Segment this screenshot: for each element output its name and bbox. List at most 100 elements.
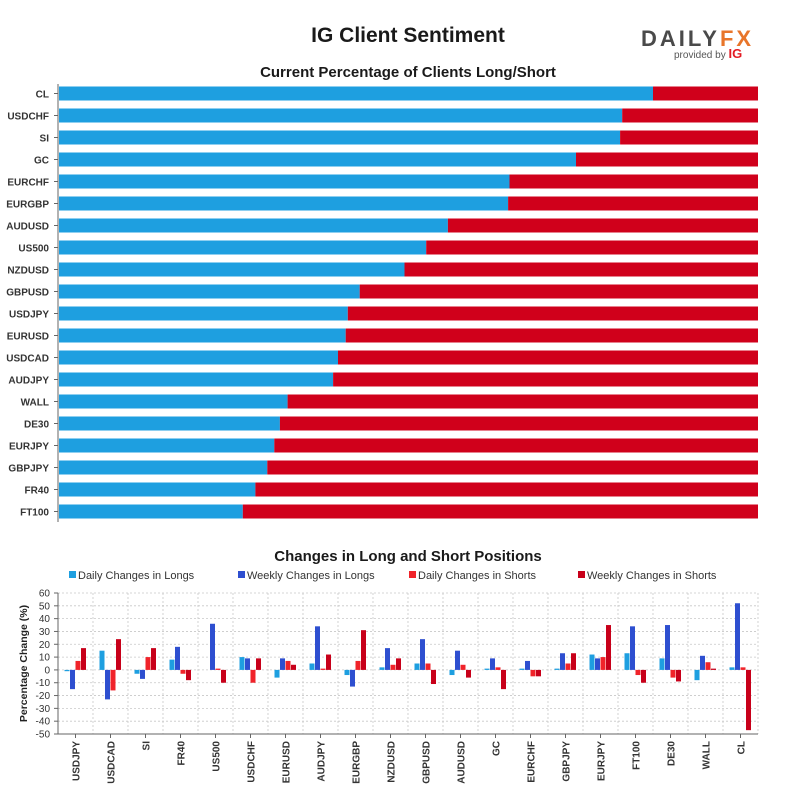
sentiment-long-bar <box>59 284 360 299</box>
change-bar <box>746 669 751 731</box>
y-tick-label: 30 <box>39 627 51 638</box>
y-tick-label: 40 <box>39 614 51 625</box>
sentiment-short-bar <box>622 108 758 123</box>
change-bar <box>460 664 466 670</box>
sentiment-short-bar <box>508 196 758 211</box>
change-bar <box>525 660 530 670</box>
change-bar <box>151 648 156 670</box>
sentiment-long-bar <box>59 416 280 431</box>
y-tick-label: 60 <box>39 589 51 600</box>
sentiment-category-label: GC <box>34 156 49 167</box>
change-bar <box>495 667 501 670</box>
change-bar <box>140 669 145 679</box>
change-bar <box>676 669 681 682</box>
x-category-label: SI <box>142 741 153 751</box>
change-bar <box>355 660 361 670</box>
sentiment-long-bar <box>59 460 268 475</box>
sentiment-category-label: GBPUSD <box>6 288 49 299</box>
change-bar <box>449 669 455 676</box>
change-bar <box>169 659 175 670</box>
sentiment-long-bar <box>59 350 338 365</box>
change-bar <box>466 669 471 678</box>
x-category-label: DE30 <box>667 741 678 766</box>
change-bar <box>280 658 285 670</box>
dailyfx-logo: DAILYFX provided by IG <box>641 26 755 61</box>
change-bar <box>554 668 560 670</box>
x-category-label: EURCHF <box>527 741 538 783</box>
change-bar <box>326 654 331 670</box>
x-category-label: FR40 <box>177 741 188 766</box>
sentiment-short-bar <box>426 240 758 255</box>
change-bar <box>630 626 635 670</box>
x-category-label: CL <box>737 741 748 754</box>
sentiment-short-bar <box>620 130 758 145</box>
change-bar <box>694 669 700 681</box>
change-bar <box>635 669 641 676</box>
sentiment-category-label: USDCAD <box>6 354 49 365</box>
x-category-label: USDJPY <box>72 741 83 781</box>
sentiment-short-bar <box>338 350 758 365</box>
change-bar <box>711 668 716 670</box>
sentiment-short-bar <box>242 504 759 519</box>
sentiment-long-bar <box>59 504 243 519</box>
sentiment-long-bar <box>59 394 288 409</box>
sentiment-category-label: FT100 <box>20 508 49 519</box>
sentiment-short-bar <box>347 306 758 321</box>
change-bar <box>740 667 746 670</box>
change-bar <box>641 669 646 683</box>
sentiment-long-bar <box>59 328 346 343</box>
sentiment-category-label: USDJPY <box>9 310 49 321</box>
y-tick-label: 10 <box>39 653 51 664</box>
y-tick-label: 20 <box>39 640 51 651</box>
change-bar <box>414 663 420 670</box>
change-bar <box>530 669 536 677</box>
change-bar <box>344 669 350 676</box>
change-bar <box>379 667 385 670</box>
y-tick-label: -10 <box>36 678 51 689</box>
change-bar <box>420 639 425 670</box>
change-bar <box>595 658 600 670</box>
change-bar <box>250 669 256 683</box>
change-bar <box>315 626 320 670</box>
change-bar <box>519 668 525 670</box>
x-category-label: GBPJPY <box>562 741 573 782</box>
change-bar <box>274 669 280 678</box>
changes-chart-title: Changes in Long and Short Positions <box>274 548 542 565</box>
legend-swatch <box>409 571 416 578</box>
change-bar <box>659 658 665 670</box>
change-bar <box>729 667 735 670</box>
sentiment-category-label: EURGBP <box>6 200 49 211</box>
y-tick-label: -40 <box>36 717 51 728</box>
sentiment-short-bar <box>653 86 758 101</box>
sentiment-short-bar <box>345 328 758 343</box>
change-bar <box>245 658 250 670</box>
y-tick-label: -50 <box>36 730 51 741</box>
change-bar <box>70 669 75 690</box>
sentiment-short-bar <box>576 152 758 167</box>
change-bar <box>735 603 740 670</box>
change-bar <box>350 669 355 687</box>
page-title: IG Client Sentiment <box>311 24 505 47</box>
sentiment-short-bar <box>404 262 758 277</box>
legend-swatch <box>578 571 585 578</box>
legend-swatch <box>238 571 245 578</box>
legend-label: Weekly Changes in Longs <box>247 570 375 582</box>
change-bar <box>560 653 565 670</box>
sentiment-long-bar <box>59 152 576 167</box>
sentiment-short-bar <box>359 284 758 299</box>
x-category-label: EURJPY <box>597 741 608 781</box>
change-bar <box>256 658 261 670</box>
sentiment-category-label: WALL <box>21 398 49 409</box>
x-category-label: US500 <box>212 741 223 772</box>
legend-label: Weekly Changes in Shorts <box>587 570 717 582</box>
legend-label: Daily Changes in Shorts <box>418 570 537 582</box>
legend-label: Daily Changes in Longs <box>78 570 195 582</box>
change-bar <box>105 669 110 700</box>
change-bar <box>145 657 151 670</box>
sentiment-long-bar <box>59 174 510 189</box>
change-bar <box>385 648 390 670</box>
sentiment-chart-title: Current Percentage of Clients Long/Short <box>260 64 556 81</box>
sentiment-category-label: EURJPY <box>9 442 49 453</box>
sentiment-long-bar <box>59 108 623 123</box>
sentiment-long-bar <box>59 306 348 321</box>
